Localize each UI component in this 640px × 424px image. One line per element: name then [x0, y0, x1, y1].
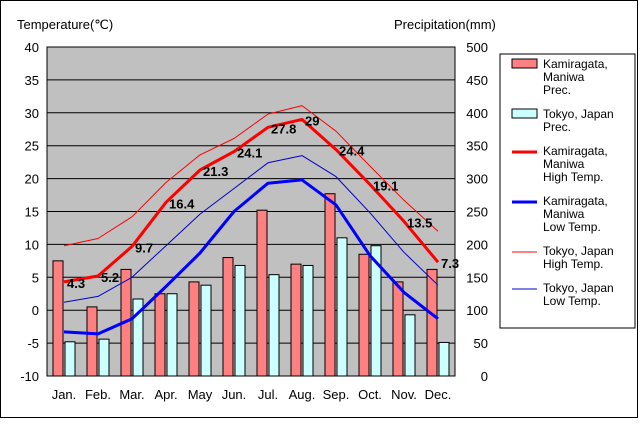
x-tick-label: Oct.	[358, 387, 382, 402]
kamiragata_prec-bar	[154, 293, 166, 377]
x-tick-label: Jun.	[222, 387, 247, 402]
legend-label: Prec.	[543, 120, 571, 134]
data-label: 21.3	[203, 164, 228, 179]
left-tick-label: 20	[25, 172, 39, 187]
legend-swatch-tokyo_prec	[511, 108, 538, 119]
right-tick-label: 400	[466, 106, 488, 121]
data-label: 24.4	[339, 144, 365, 159]
data-label: 5.2	[101, 270, 119, 285]
left-tick-label: 30	[25, 106, 39, 121]
legend-box	[499, 53, 636, 329]
kamiragata_prec-bar	[222, 257, 234, 377]
right-tick-label: 150	[466, 270, 488, 285]
kamiragata_prec-bar	[86, 306, 98, 377]
data-label: 29	[305, 113, 319, 128]
tokyo_prec-bar	[166, 293, 178, 377]
kamiragata_high-line	[63, 117, 440, 284]
legend-label: Kamiragata,	[543, 144, 608, 158]
legend-label: Tokyo, Japan	[543, 107, 614, 121]
x-tick-label: Nov.	[391, 387, 417, 402]
legend-label: Maniwa	[543, 157, 585, 171]
legend-label: Tokyo, Japan	[543, 244, 614, 258]
legend-swatch-kamiragata_prec	[511, 58, 538, 69]
x-tick-label: Feb.	[85, 387, 111, 402]
left-tick-label: 40	[25, 40, 39, 55]
right-tick-label: 100	[466, 303, 488, 318]
tokyo_low-line	[63, 155, 439, 303]
data-label: 19.1	[373, 179, 398, 194]
kamiragata_prec-bar	[358, 253, 370, 377]
data-label: 13.5	[407, 215, 432, 230]
kamiragata_prec-bar	[426, 268, 438, 377]
tokyo_prec-bar	[302, 264, 314, 377]
tokyo_prec-bar	[234, 264, 246, 377]
kamiragata_low-line	[63, 178, 439, 336]
legend-label: Low Temp.	[543, 294, 601, 308]
right-tick-label: 200	[466, 237, 488, 252]
x-tick-label: Apr.	[154, 387, 177, 402]
legend-label: High Temp.	[543, 257, 603, 271]
data-label: 16.4	[169, 196, 195, 211]
x-tick-label: Dec.	[425, 387, 452, 402]
data-label: 7.3	[441, 256, 459, 271]
left-tick-label: 15	[25, 205, 39, 220]
legend-label: Prec.	[543, 83, 571, 97]
right-tick-label: 450	[466, 73, 488, 88]
right-tick-label: 0	[481, 369, 488, 384]
tokyo_prec-bar	[336, 237, 348, 377]
tokyo_prec-bar	[132, 298, 144, 377]
x-tick-label: Jan.	[52, 387, 77, 402]
left-tick-label: 0	[32, 303, 39, 318]
right-axis-title: Precipitation(mm)	[394, 17, 496, 32]
kamiragata_prec-bar	[188, 281, 200, 377]
data-label: 27.8	[271, 121, 296, 136]
left-tick-label: 25	[25, 139, 39, 154]
x-tick-label: Mar.	[119, 387, 144, 402]
data-label: 24.1	[237, 146, 262, 161]
tokyo_prec-bar	[438, 341, 450, 377]
legend-label: Maniwa	[543, 70, 585, 84]
left-tick-label: -5	[27, 336, 39, 351]
tokyo_prec-bar	[268, 274, 280, 377]
kamiragata_prec-bar	[52, 260, 64, 377]
right-tick-label: 500	[466, 40, 488, 55]
tokyo_high-line	[63, 105, 439, 247]
tokyo_prec-bar	[370, 245, 382, 377]
right-tick-label: 250	[466, 205, 488, 220]
kamiragata_prec-bar	[290, 263, 302, 377]
x-tick-label: Sep.	[323, 387, 350, 402]
x-tick-label: Jul.	[258, 387, 278, 402]
kamiragata_prec-bar	[324, 193, 336, 377]
x-tick-label: May	[188, 387, 213, 402]
left-tick-label: 35	[25, 73, 39, 88]
legend-label: Kamiragata,	[543, 194, 608, 208]
data-label: 9.7	[135, 240, 153, 255]
legend-label: High Temp.	[543, 170, 603, 184]
legend-label: Maniwa	[543, 207, 585, 221]
tokyo_prec-bar	[404, 314, 416, 377]
x-tick-label: Aug.	[289, 387, 316, 402]
tokyo_prec-bar	[64, 341, 76, 377]
kamiragata_prec-bar	[392, 281, 404, 377]
left-tick-label: -10	[20, 369, 39, 384]
left-tick-label: 10	[25, 237, 39, 252]
legend-label: Tokyo, Japan	[543, 281, 614, 295]
data-label: 4.3	[67, 276, 85, 291]
tokyo_prec-bar	[200, 284, 212, 377]
legend-label: Kamiragata,	[543, 57, 608, 71]
right-tick-label: 50	[474, 336, 488, 351]
legend-label: Low Temp.	[543, 220, 601, 234]
right-tick-label: 300	[466, 172, 488, 187]
kamiragata_prec-bar	[256, 209, 268, 377]
left-axis-title: Temperature(℃)	[17, 17, 113, 32]
tokyo_prec-bar	[98, 338, 110, 377]
left-tick-label: 5	[32, 270, 39, 285]
right-tick-label: 350	[466, 139, 488, 154]
